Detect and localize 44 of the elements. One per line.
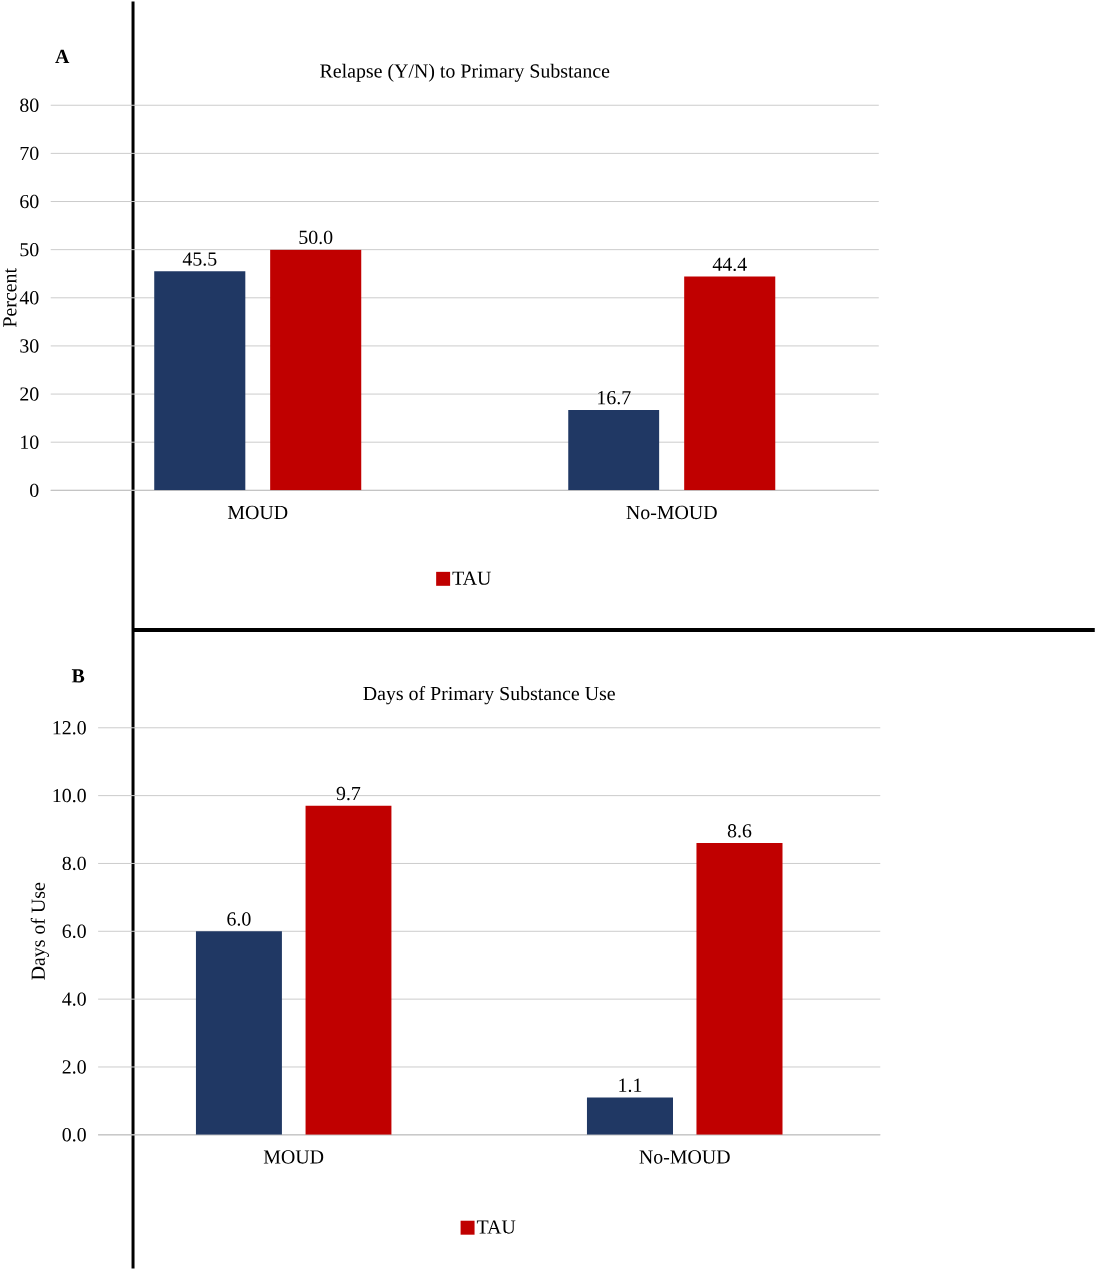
y-tick-label: 80	[20, 98, 39, 112]
data-label: 50.0	[299, 230, 333, 245]
y-tick-label: 60	[20, 194, 39, 209]
x-tick-label: No-MOUD	[626, 505, 717, 520]
x-tick-label: MOUD	[263, 1150, 324, 1164]
y-axis-title: Days of Use	[30, 882, 50, 980]
y-tick-label: 2.0	[62, 1060, 86, 1074]
bar	[568, 409, 660, 491]
bar	[684, 276, 776, 491]
data-label: 44.4	[712, 257, 747, 272]
bar	[696, 843, 783, 1135]
y-tick-label: 30	[20, 339, 39, 353]
legend-label: TAU	[452, 571, 492, 585]
x-tick-label: No-MOUD	[639, 1150, 730, 1164]
data-label: 9.7	[336, 786, 361, 801]
text: B	[71, 669, 85, 683]
y-tick-label: 10.0	[53, 788, 86, 803]
data-label: 6.0	[227, 912, 251, 926]
bar	[270, 249, 362, 491]
y-tick-label: 0	[30, 483, 39, 498]
y-tick-label: 12.0	[53, 721, 86, 735]
y-tick-label: 20	[20, 387, 39, 401]
y-tick-label: 6.0	[62, 924, 86, 939]
y-tick-label: 70	[20, 146, 39, 161]
bar	[154, 271, 246, 491]
text: A	[55, 49, 70, 63]
y-tick-label: 50	[20, 242, 39, 257]
y-axis-title: Percent	[3, 268, 17, 328]
y-tick-label: 4.0	[62, 992, 86, 1006]
y-tick-label: 8.0	[62, 856, 86, 871]
y-tick-label: 40	[19, 291, 39, 305]
data-label: 16.7	[598, 391, 631, 405]
legend-label: TAU	[477, 1220, 516, 1234]
chart-title: Relapse (Y/N) to Primary Substance	[320, 63, 610, 82]
chart-title: Days of Primary Substance Use	[363, 686, 616, 705]
data-label: 1.1	[619, 1078, 642, 1092]
bar	[587, 1097, 674, 1135]
bar	[305, 805, 392, 1135]
bar	[196, 931, 283, 1135]
data-label: 45.5	[182, 252, 217, 266]
x-tick-label: MOUD	[228, 505, 288, 520]
data-label: 8.6	[727, 824, 752, 838]
y-tick-label: 0.0	[62, 1128, 86, 1142]
y-tick-label: 10	[21, 435, 39, 449]
